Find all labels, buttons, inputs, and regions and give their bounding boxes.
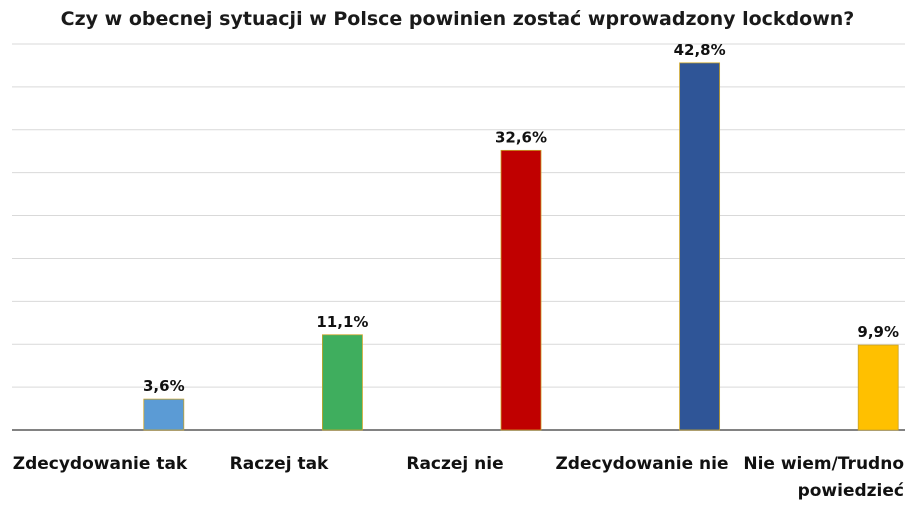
value-label-2: 11,1%	[316, 313, 368, 331]
category-label-5: Nie wiem/Trudno powiedzieć	[743, 454, 904, 501]
bar-5	[857, 344, 899, 431]
category-label-line: powiedzieć	[798, 481, 904, 501]
bar-3	[500, 149, 542, 431]
category-label-2: Raczej tak	[230, 454, 329, 474]
bar-4	[679, 62, 721, 431]
category-label-4: Zdecydowanie nie	[555, 454, 728, 474]
chart-title: Czy w obecnej sytuacji w Polsce powinien…	[60, 8, 855, 30]
value-label-3: 32,6%	[495, 128, 547, 146]
category-label-line: Raczej nie	[406, 454, 503, 474]
value-label-1: 3,6%	[143, 377, 185, 395]
bar-1	[143, 398, 185, 431]
value-label-5: 9,9%	[857, 323, 899, 341]
bar-2	[322, 334, 363, 431]
category-label-line: Zdecydowanie nie	[555, 454, 728, 474]
category-label-line: Nie wiem/Trudno	[743, 454, 904, 474]
value-label-4: 42,8%	[674, 41, 726, 59]
category-label-line: Zdecydowanie tak	[13, 454, 188, 474]
category-label-line: Raczej tak	[230, 454, 329, 474]
category-label-1: Zdecydowanie tak	[13, 454, 188, 474]
category-label-3: Raczej nie	[406, 454, 503, 474]
